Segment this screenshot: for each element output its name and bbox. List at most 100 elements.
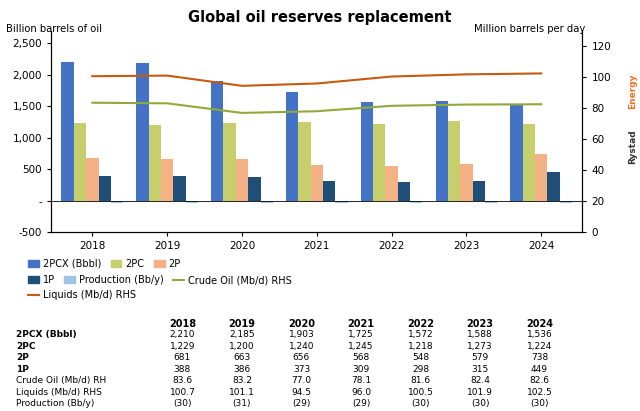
Bar: [448, 121, 460, 201]
Text: 1,200: 1,200: [229, 342, 255, 351]
Text: 2020: 2020: [288, 319, 315, 328]
Text: 681: 681: [174, 353, 191, 362]
Text: 102.5: 102.5: [527, 388, 552, 397]
Text: 568: 568: [353, 353, 369, 362]
Bar: [148, 125, 161, 201]
Text: 2,210: 2,210: [170, 330, 195, 339]
Text: 315: 315: [472, 365, 488, 374]
Bar: [385, 166, 398, 201]
Text: 656: 656: [293, 353, 310, 362]
Text: 94.5: 94.5: [291, 388, 312, 397]
Legend: Liquids (Mb/d) RHS: Liquids (Mb/d) RHS: [24, 286, 140, 304]
Bar: [523, 124, 535, 201]
Bar: [373, 124, 385, 201]
Text: (31): (31): [233, 399, 251, 408]
Text: 2P: 2P: [16, 353, 29, 362]
Text: 77.0: 77.0: [291, 376, 312, 385]
Bar: [223, 123, 236, 201]
Text: 83.2: 83.2: [232, 376, 252, 385]
Bar: [460, 164, 472, 201]
Text: 2019: 2019: [228, 319, 255, 328]
Text: 548: 548: [412, 353, 429, 362]
Legend: 1P, Production (Bb/y), Crude Oil (Mb/d) RHS: 1P, Production (Bb/y), Crude Oil (Mb/d) …: [24, 271, 296, 289]
Text: 2PCX (Bbbl): 2PCX (Bbbl): [16, 330, 77, 339]
Text: 2023: 2023: [467, 319, 493, 328]
Text: 1,588: 1,588: [467, 330, 493, 339]
Text: 1,725: 1,725: [348, 330, 374, 339]
Text: 2022: 2022: [407, 319, 434, 328]
Text: 1,903: 1,903: [289, 330, 314, 339]
Text: 738: 738: [531, 353, 548, 362]
Text: Liquids (Mb/d) RHS: Liquids (Mb/d) RHS: [16, 388, 102, 397]
Text: Production (Bb/y): Production (Bb/y): [16, 399, 94, 408]
Bar: [248, 177, 260, 201]
Text: 1,218: 1,218: [408, 342, 433, 351]
Text: 96.0: 96.0: [351, 388, 371, 397]
Text: 78.1: 78.1: [351, 376, 371, 385]
Bar: [398, 182, 410, 201]
Text: 2,185: 2,185: [229, 330, 255, 339]
Bar: [111, 201, 124, 203]
Text: (29): (29): [292, 399, 310, 408]
Text: (29): (29): [352, 399, 370, 408]
Text: 100.5: 100.5: [408, 388, 433, 397]
Text: (30): (30): [531, 399, 548, 408]
Bar: [436, 101, 448, 201]
Bar: [260, 201, 273, 203]
Text: 101.1: 101.1: [229, 388, 255, 397]
Text: 82.6: 82.6: [529, 376, 550, 385]
Text: 1,273: 1,273: [467, 342, 493, 351]
Text: (30): (30): [173, 399, 191, 408]
Text: 81.6: 81.6: [410, 376, 431, 385]
Text: 2024: 2024: [526, 319, 553, 328]
Text: Rystad: Rystad: [628, 130, 637, 164]
Text: 663: 663: [234, 353, 250, 362]
Text: 2PC: 2PC: [16, 342, 35, 351]
Text: Billion barrels of oil: Billion barrels of oil: [6, 24, 102, 34]
Text: Million barrels per day: Million barrels per day: [474, 24, 586, 34]
Bar: [236, 159, 248, 201]
Text: 579: 579: [472, 353, 488, 362]
Text: 298: 298: [412, 365, 429, 374]
Text: 1,229: 1,229: [170, 342, 195, 351]
Text: Crude Oil (Mb/d) RH: Crude Oil (Mb/d) RH: [16, 376, 106, 385]
Bar: [173, 176, 186, 201]
Text: 1,536: 1,536: [527, 330, 552, 339]
Text: 1,224: 1,224: [527, 342, 552, 351]
Bar: [161, 159, 173, 201]
Bar: [323, 181, 335, 201]
Bar: [472, 181, 485, 201]
Text: 2021: 2021: [348, 319, 374, 328]
Text: (30): (30): [471, 399, 489, 408]
Bar: [547, 173, 560, 201]
Bar: [485, 201, 497, 203]
Text: 309: 309: [353, 365, 369, 374]
Text: 373: 373: [293, 365, 310, 374]
Bar: [211, 81, 223, 201]
Text: Energy: Energy: [628, 74, 637, 109]
Text: 100.7: 100.7: [170, 388, 195, 397]
Bar: [136, 63, 148, 201]
Bar: [410, 201, 422, 203]
Text: 386: 386: [234, 365, 250, 374]
Text: (30): (30): [412, 399, 429, 408]
Bar: [74, 123, 86, 201]
Text: 1,572: 1,572: [408, 330, 433, 339]
Bar: [298, 122, 310, 201]
Text: 1,245: 1,245: [348, 342, 374, 351]
Text: 1P: 1P: [16, 365, 29, 374]
Bar: [61, 62, 74, 201]
Bar: [361, 102, 373, 201]
Text: 449: 449: [531, 365, 548, 374]
Bar: [186, 201, 198, 203]
Text: 1,240: 1,240: [289, 342, 314, 351]
Bar: [99, 176, 111, 201]
Text: Global oil reserves replacement: Global oil reserves replacement: [188, 10, 452, 25]
Text: 2018: 2018: [169, 319, 196, 328]
Bar: [310, 165, 323, 201]
Text: 388: 388: [174, 365, 191, 374]
Text: 83.6: 83.6: [172, 376, 193, 385]
Bar: [86, 158, 99, 201]
Text: 101.9: 101.9: [467, 388, 493, 397]
Text: 82.4: 82.4: [470, 376, 490, 385]
